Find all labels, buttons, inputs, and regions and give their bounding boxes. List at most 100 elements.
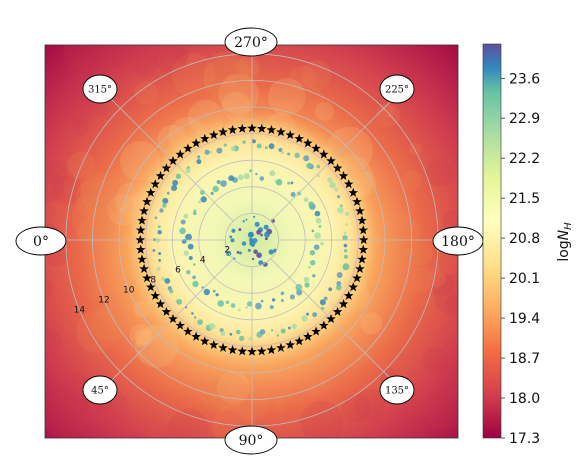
core-clump [239, 251, 242, 255]
clump [290, 181, 294, 185]
core-clump [265, 237, 268, 240]
star-marker [145, 282, 156, 292]
clump [345, 223, 348, 226]
star-marker [276, 342, 286, 352]
clump [157, 230, 162, 235]
star-marker [218, 342, 228, 352]
clump [220, 180, 227, 187]
clump [295, 284, 303, 291]
texture-blob [63, 45, 95, 69]
grid-spoke [270, 89, 403, 222]
colorbar-label-main: log [556, 240, 572, 261]
clump [239, 335, 245, 341]
star-marker [200, 133, 210, 143]
azimuth-label-270: 270° [224, 27, 278, 57]
azimuth-text: 0° [33, 234, 49, 250]
star-marker [135, 225, 146, 235]
texture-blob [203, 51, 251, 99]
clump [169, 289, 174, 294]
texture-blob [134, 328, 152, 346]
texture-blob [238, 54, 260, 77]
colorbar-tick-label: 20.1 [509, 271, 540, 287]
texture-blob [218, 73, 259, 115]
clump [328, 287, 333, 292]
star-marker [209, 130, 219, 140]
star-marker [175, 149, 185, 159]
texture-blob [76, 310, 119, 353]
texture-blob [69, 62, 89, 82]
texture-blob [399, 219, 421, 241]
colorbar: 17.3 18.0 18.7 19.4 20.1 20.8 21.5 22.2 22.9 23.6… [482, 43, 574, 447]
azimuth-text: 315° [88, 85, 112, 96]
texture-blob [45, 159, 68, 185]
clump [318, 225, 322, 228]
core-clump [262, 262, 268, 267]
colorbar-tick-label: 18.7 [509, 351, 540, 367]
clump [209, 150, 213, 154]
texture-blob [67, 398, 89, 420]
texture-blob [203, 56, 251, 104]
clump [301, 315, 308, 322]
texture-blob [52, 175, 81, 205]
radial-label: 4 [200, 255, 206, 265]
texture-blob [71, 196, 119, 243]
clump [212, 289, 216, 293]
clump [335, 284, 342, 291]
texture-blob [401, 169, 423, 191]
texture-blob [441, 209, 458, 231]
star-marker [357, 254, 367, 264]
texture-blob [289, 65, 317, 93]
clump [303, 197, 309, 203]
clump [186, 270, 191, 275]
clump [251, 139, 256, 144]
star-marker [338, 170, 349, 180]
radial-label: 6 [175, 265, 181, 275]
core-clump [251, 244, 255, 247]
texture-blob [201, 380, 234, 413]
star-marker [150, 179, 160, 189]
clump [259, 329, 266, 335]
core-clump [247, 232, 254, 238]
azimuth-labels: 270° 225° 180° 135° 90° 45° 0° 315° [15, 27, 484, 455]
texture-blob [171, 53, 216, 98]
clump [223, 143, 227, 147]
clump [312, 312, 318, 318]
azimuth-ellipse [82, 375, 118, 405]
texture-blob [436, 358, 458, 398]
colorbar-tick-label: 22.9 [509, 111, 540, 127]
texture-blob [307, 376, 328, 397]
colorbar-tick-label: 23.6 [509, 71, 540, 87]
clump [180, 219, 186, 225]
star-marker [137, 254, 147, 264]
clump [314, 210, 321, 217]
texture-blob [216, 371, 250, 405]
texture-blob [174, 48, 189, 63]
clump [217, 300, 224, 307]
clump [161, 276, 166, 281]
clump [245, 306, 249, 309]
clump [225, 300, 230, 304]
star-marker [183, 326, 193, 336]
star-marker [355, 206, 365, 216]
star-marker [161, 163, 172, 173]
clump [243, 173, 250, 180]
azimuth-text: 90° [239, 433, 264, 449]
clump [200, 196, 207, 203]
star-marker [247, 346, 257, 356]
core-clump [241, 241, 247, 246]
star-marker [348, 187, 359, 197]
clump [310, 260, 316, 266]
clump [230, 146, 236, 152]
texture-blob [232, 383, 270, 420]
star-marker [311, 143, 321, 153]
clump [316, 164, 321, 169]
clump [185, 233, 192, 241]
core-clump [256, 252, 262, 258]
clump [271, 298, 276, 302]
clump [342, 235, 348, 241]
clump [175, 173, 182, 179]
azimuth-label-180: 180° [432, 226, 484, 256]
azimuth-ellipse [82, 74, 118, 104]
clump [303, 155, 310, 162]
clump [280, 291, 285, 296]
